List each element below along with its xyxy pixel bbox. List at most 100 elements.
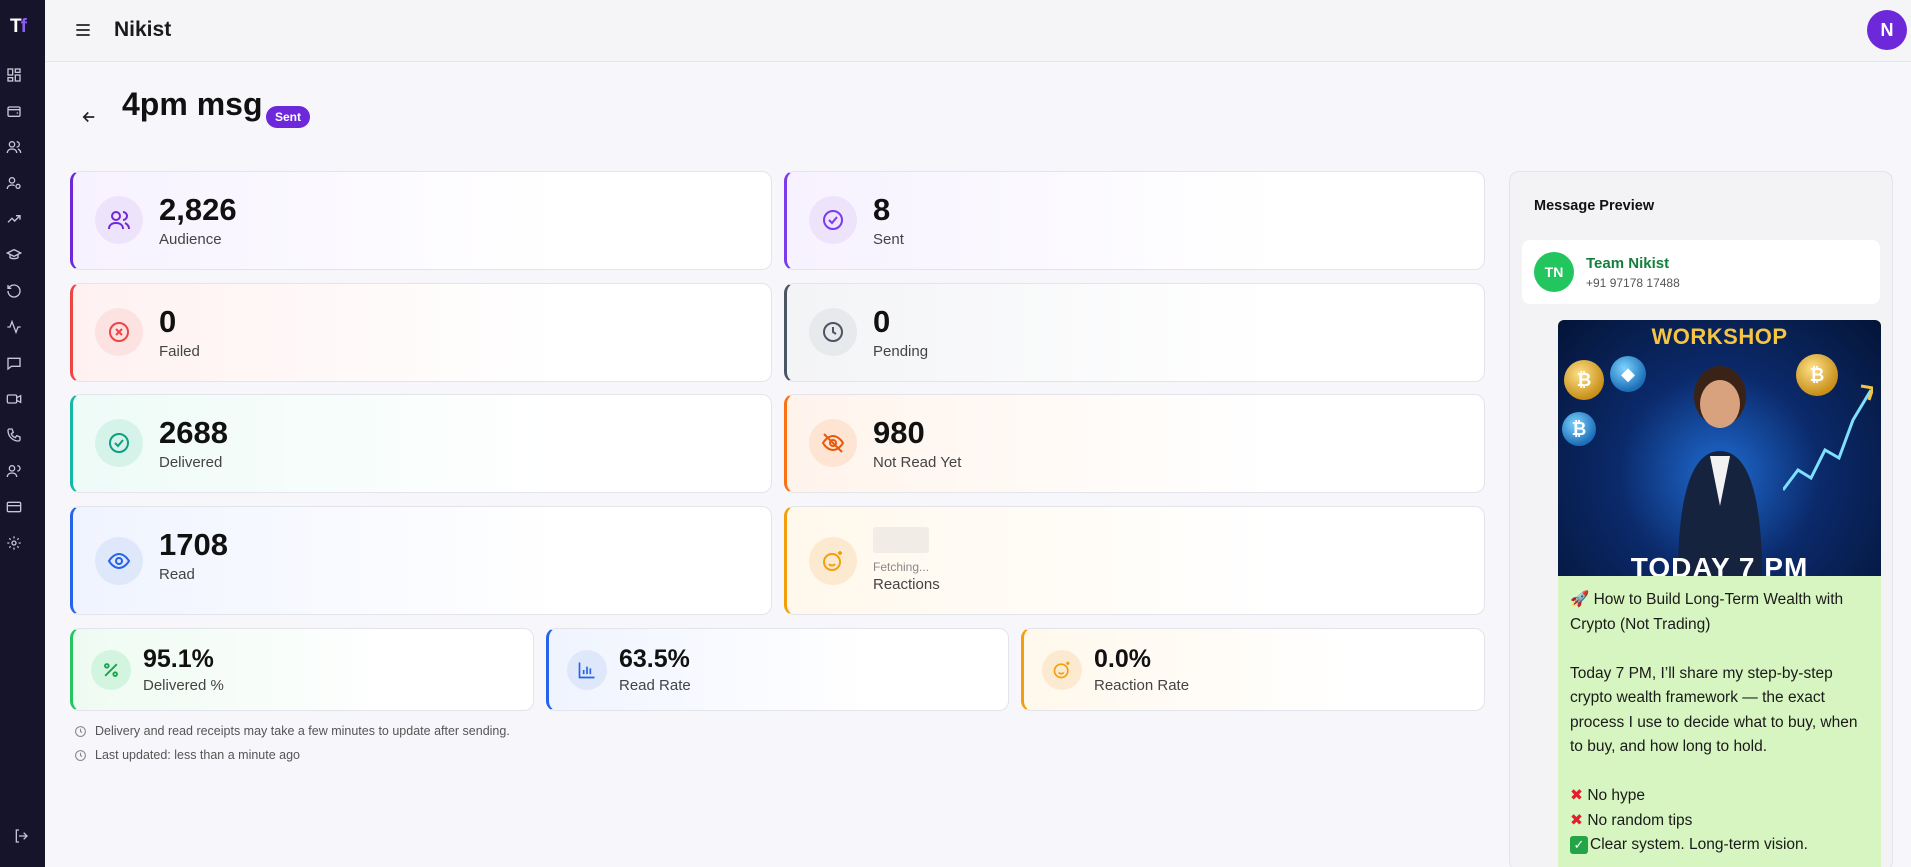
sidebar: Tf — [0, 0, 45, 867]
poster-title: WORKSHOP — [1651, 324, 1788, 349]
trend-chart-icon — [1783, 384, 1873, 491]
last-updated-text: Last updated: less than a minute ago — [95, 748, 301, 762]
pending-card: 0 Pending — [784, 283, 1485, 382]
menu-icon[interactable] — [73, 20, 93, 40]
message-bubble: WORKSHOP ₿ ◆ ₿ ₿ TODAY 7 PM 🚀 How to Bui… — [1558, 320, 1881, 867]
delivered-rate-label: Delivered % — [143, 677, 224, 694]
check-mark-icon: ✓ — [1570, 836, 1588, 854]
last-updated-note: Last updated: less than a minute ago — [74, 748, 300, 762]
delivered-value: 2688 — [159, 415, 228, 450]
not-read-card: 980 Not Read Yet — [784, 394, 1485, 493]
dashboard-icon[interactable] — [6, 67, 22, 83]
sent-label: Sent — [873, 231, 904, 248]
bitcoin-coin-icon: ₿ — [1562, 412, 1596, 446]
read-value: 1708 — [159, 527, 228, 562]
read-card: 1708 Read — [70, 506, 772, 615]
preview-title: Message Preview — [1534, 198, 1655, 214]
reaction-rate-label: Reaction Rate — [1094, 677, 1190, 694]
message-headline: 🚀 How to Build Long-Term Wealth with Cry… — [1570, 591, 1848, 633]
phone-icon[interactable] — [6, 427, 22, 443]
contact-header: TN Team Nikist +91 97178 17488 — [1522, 240, 1880, 304]
delivered-label: Delivered — [159, 454, 223, 471]
receipts-note: Delivery and read receipts may take a fe… — [74, 724, 510, 738]
pending-value: 0 — [873, 304, 891, 339]
audience-card: 2,826 Audience — [70, 171, 772, 270]
smile-plus-icon — [1042, 650, 1082, 690]
contact-name: Team Nikist — [1586, 255, 1670, 272]
app-logo[interactable]: Tf — [10, 16, 27, 37]
percent-icon — [91, 650, 131, 690]
failed-value: 0 — [159, 304, 177, 339]
user-settings-icon[interactable] — [6, 175, 22, 191]
clock-icon — [75, 725, 86, 737]
trending-icon[interactable] — [6, 211, 22, 227]
gear-icon[interactable] — [6, 535, 22, 551]
bullet-text: No hype — [1587, 787, 1646, 804]
back-arrow-icon[interactable] — [80, 108, 98, 126]
wallet-icon[interactable] — [6, 103, 22, 119]
brand-title: Nikist — [114, 18, 172, 41]
refresh-icon[interactable] — [6, 283, 22, 299]
delivered-card: 2688 Delivered — [70, 394, 772, 493]
users-icon[interactable] — [6, 139, 22, 155]
logout-icon[interactable] — [13, 828, 29, 844]
audience-value: 2,826 — [159, 192, 237, 227]
ethereum-coin-icon: ◆ — [1610, 356, 1646, 392]
contact-phone: +91 97178 17488 — [1586, 276, 1680, 290]
user-avatar[interactable]: N — [1867, 10, 1907, 50]
bitcoin-coin-icon: ₿ — [1564, 360, 1604, 400]
not-read-value: 980 — [873, 415, 925, 450]
check-circle-icon — [809, 196, 857, 244]
users-icon — [95, 196, 143, 244]
cross-mark-icon: ✖ — [1570, 787, 1583, 804]
pending-label: Pending — [873, 343, 929, 360]
failed-card: 0 Failed — [70, 283, 772, 382]
page-title: 4pm msg — [122, 86, 263, 122]
reaction-rate-value: 0.0% — [1094, 645, 1151, 673]
audience-label: Audience — [159, 231, 222, 248]
activity-icon[interactable] — [6, 319, 22, 335]
message-body: Today 7 PM, I’ll share my step-by-step c… — [1570, 664, 1862, 756]
message-preview-panel: Message Preview TN Team Nikist +91 97178… — [1509, 171, 1893, 867]
reactions-label: Reactions — [873, 576, 940, 593]
reactions-card: Fetching... Reactions — [784, 506, 1485, 615]
receipts-note-text: Delivery and read receipts may take a fe… — [95, 724, 510, 738]
chat-icon[interactable] — [6, 355, 22, 371]
failed-label: Failed — [159, 343, 200, 360]
message-text: 🚀 How to Build Long-Term Wealth with Cry… — [1570, 588, 1870, 858]
delivered-rate-value: 95.1% — [143, 645, 214, 673]
contact-avatar: TN — [1534, 252, 1574, 292]
eye-off-icon — [809, 419, 857, 467]
presenter-portrait — [1678, 366, 1762, 576]
card-icon[interactable] — [6, 499, 22, 515]
check-circle-icon — [95, 419, 143, 467]
reactions-status: Fetching... — [873, 560, 930, 574]
video-icon[interactable] — [6, 391, 22, 407]
x-circle-icon — [95, 308, 143, 356]
read-label: Read — [159, 566, 195, 583]
eye-icon — [95, 537, 143, 585]
contacts-icon[interactable] — [6, 463, 22, 479]
top-header: Nikist N — [45, 0, 1911, 62]
cross-mark-icon: ✖ — [1570, 811, 1583, 829]
loading-skeleton — [873, 527, 929, 553]
not-read-label: Not Read Yet — [873, 454, 962, 471]
graduation-cap-icon[interactable] — [6, 247, 22, 263]
bullet-text: Clear system. Long-term vision. — [1590, 836, 1808, 853]
bitcoin-coin-icon: ₿ — [1796, 354, 1838, 396]
read-rate-value: 63.5% — [619, 645, 690, 673]
sent-value: 8 — [873, 192, 891, 227]
poster-footer: TODAY 7 PM — [1630, 552, 1809, 576]
read-rate-label: Read Rate — [619, 677, 691, 694]
reaction-rate-card: 0.0% Reaction Rate — [1021, 628, 1485, 711]
status-badge: Sent — [266, 106, 311, 128]
bullet-text: No random tips — [1587, 811, 1693, 829]
clock-icon — [75, 749, 86, 761]
clock-icon — [809, 308, 857, 356]
smile-plus-icon — [809, 537, 857, 585]
bar-chart-icon — [567, 650, 607, 690]
delivered-rate-card: 95.1% Delivered % — [70, 628, 534, 711]
read-rate-card: 63.5% Read Rate — [546, 628, 1009, 711]
sent-card: 8 Sent — [784, 171, 1485, 270]
poster-image: WORKSHOP ₿ ◆ ₿ ₿ TODAY 7 PM — [1558, 320, 1881, 576]
